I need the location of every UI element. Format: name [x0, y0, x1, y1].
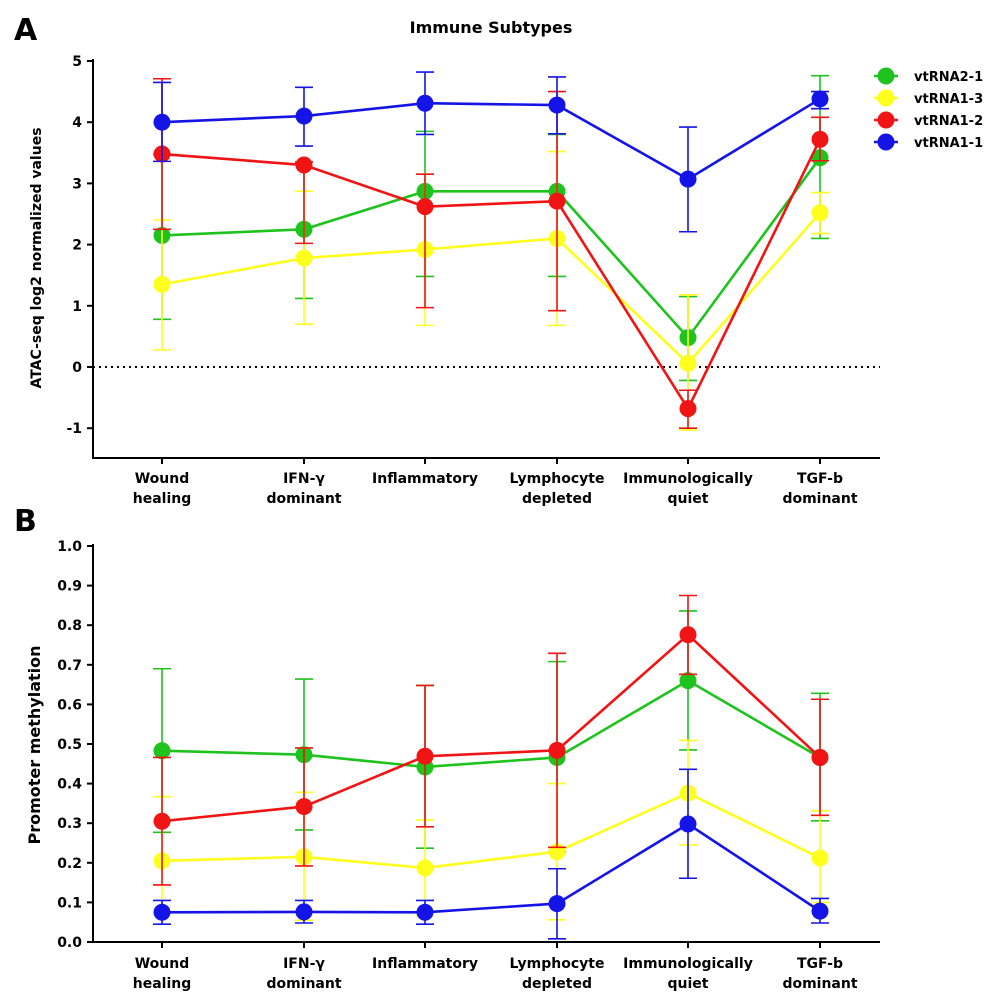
y-tick-label: 0.8 — [57, 618, 82, 634]
panel-label-a: A — [14, 13, 38, 48]
y-axis-label-a: ATAC-seq log2 normalized values — [29, 127, 45, 388]
x-tick-label: Immunologically quiet — [623, 956, 753, 992]
x-tick-label: Lymphocyte depleted — [510, 956, 605, 992]
panel-a-plot: 5 4 3 2 1 0 -1 Wound healing IFN-γ dominant Inflamm… — [66, 54, 880, 507]
series-vtRNA1-1 — [153, 768, 829, 940]
data-point — [295, 107, 313, 125]
legend: vtRNA2-1 vtRNA1-3 vtRNA1-2 vtRNA1-1 — [874, 67, 983, 151]
data-point — [153, 903, 171, 921]
y-tick-label: 0.2 — [57, 856, 82, 872]
legend-item-vtRNA1-2: vtRNA1-2 — [874, 111, 983, 129]
x-tick-label: Inflammatory — [372, 471, 478, 487]
x-tick-label: IFN-γ dominant — [266, 956, 341, 992]
y-tick-label: 0.7 — [57, 658, 82, 674]
y-tick-label: 5 — [72, 54, 82, 70]
legend-item-vtRNA1-3: vtRNA1-3 — [874, 89, 983, 107]
legend-marker — [877, 133, 895, 151]
data-point — [679, 672, 697, 690]
data-point — [295, 156, 313, 174]
y-tick-label: 0.9 — [57, 579, 82, 595]
x-tick-label: TGF-b dominant — [782, 956, 857, 992]
y-tick-label: 0.0 — [57, 935, 82, 951]
y-tick-label: 0.6 — [57, 697, 82, 713]
y-tick-label: 0 — [72, 360, 82, 376]
x-tick-label: TGF-b dominant — [782, 471, 857, 507]
data-point — [679, 626, 697, 644]
data-point — [153, 742, 171, 760]
chart-title: Immune Subtypes — [410, 18, 573, 37]
series-line — [161, 138, 822, 412]
data-point — [295, 903, 313, 921]
x-tick-label: IFN-γ dominant — [266, 471, 341, 507]
legend-item-vtRNA1-1: vtRNA1-1 — [874, 133, 983, 151]
series-line — [161, 679, 821, 769]
data-point — [416, 859, 434, 877]
series-line — [161, 211, 821, 366]
data-point — [679, 354, 697, 372]
data-point — [811, 748, 829, 766]
series-line — [161, 791, 821, 870]
series-vtRNA1-3 — [153, 739, 829, 925]
data-point — [679, 815, 697, 833]
x-tick-label: Immunologically quiet — [623, 471, 753, 507]
data-point — [811, 90, 829, 108]
series-vtRNA1-1 — [153, 71, 829, 233]
y-tick-label: 0.4 — [57, 777, 82, 793]
data-point — [548, 741, 566, 759]
y-tick-label: 2 — [72, 238, 82, 254]
data-point — [295, 798, 313, 816]
legend-marker — [877, 89, 895, 107]
series-vtRNA1-3 — [153, 150, 829, 431]
x-tick-label: Wound healing — [133, 956, 192, 992]
data-point — [416, 94, 434, 112]
data-point — [548, 96, 566, 114]
x-tick-label: Wound healing — [133, 471, 192, 507]
series-vtRNA1-2 — [153, 77, 829, 430]
data-point — [548, 895, 566, 913]
data-point — [811, 130, 829, 148]
legend-label: vtRNA1-3 — [914, 92, 983, 107]
data-point — [153, 812, 171, 830]
legend-label: vtRNA1-2 — [914, 114, 983, 129]
y-tick-label: 3 — [72, 176, 82, 192]
y-axis-label-b: Promoter methylation — [25, 645, 44, 844]
legend-marker — [877, 111, 895, 129]
legend-marker — [877, 67, 895, 85]
legend-label: vtRNA1-1 — [914, 136, 983, 151]
data-point — [811, 204, 829, 222]
series-vtRNA2-1 — [153, 610, 829, 853]
series-vtRNA2-1 — [153, 74, 829, 382]
data-point — [679, 170, 697, 188]
series-line — [161, 632, 821, 823]
y-tick-label: 1.0 — [57, 539, 82, 555]
panel-label-b: B — [14, 504, 37, 539]
data-point — [295, 249, 313, 267]
y-tick-label: 0.1 — [57, 895, 82, 911]
series-line — [161, 156, 822, 340]
series-vtRNA1-2 — [153, 594, 829, 886]
data-point — [416, 198, 434, 216]
legend-item-vtRNA2-1: vtRNA2-1 — [874, 67, 983, 85]
y-tick-label: -1 — [66, 421, 82, 437]
legend-label: vtRNA2-1 — [914, 70, 983, 85]
data-point — [416, 747, 434, 765]
data-point — [153, 275, 171, 293]
series-line — [161, 97, 821, 181]
data-point — [548, 192, 566, 210]
data-point — [811, 902, 829, 920]
data-point — [811, 849, 829, 867]
y-tick-label: 4 — [72, 115, 82, 131]
series-line — [161, 822, 821, 914]
y-tick-label: 0.5 — [57, 737, 82, 753]
data-point — [416, 903, 434, 921]
panel-b-plot: 1.0 0.9 0.8 0.7 0.6 0.5 0.4 0.3 0.2 0.1 0.0 Wound he… — [57, 539, 880, 992]
y-tick-label: 0.3 — [57, 816, 82, 832]
x-tick-label: Inflammatory — [372, 956, 478, 972]
data-point — [153, 113, 171, 131]
y-tick-label: 1 — [72, 299, 82, 315]
x-tick-label: Lymphocyte depleted — [510, 471, 605, 507]
data-point — [679, 400, 697, 418]
